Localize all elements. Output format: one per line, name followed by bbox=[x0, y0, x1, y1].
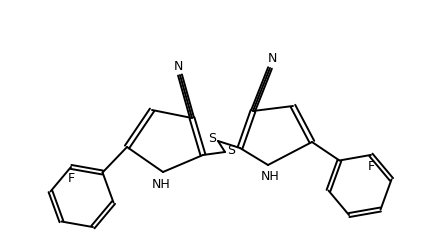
Text: NH: NH bbox=[152, 177, 170, 190]
Text: F: F bbox=[368, 160, 375, 174]
Text: S: S bbox=[227, 144, 235, 157]
Text: N: N bbox=[174, 60, 183, 73]
Text: NH: NH bbox=[261, 171, 279, 183]
Text: S: S bbox=[208, 131, 216, 144]
Text: N: N bbox=[267, 53, 277, 66]
Text: F: F bbox=[68, 173, 75, 185]
